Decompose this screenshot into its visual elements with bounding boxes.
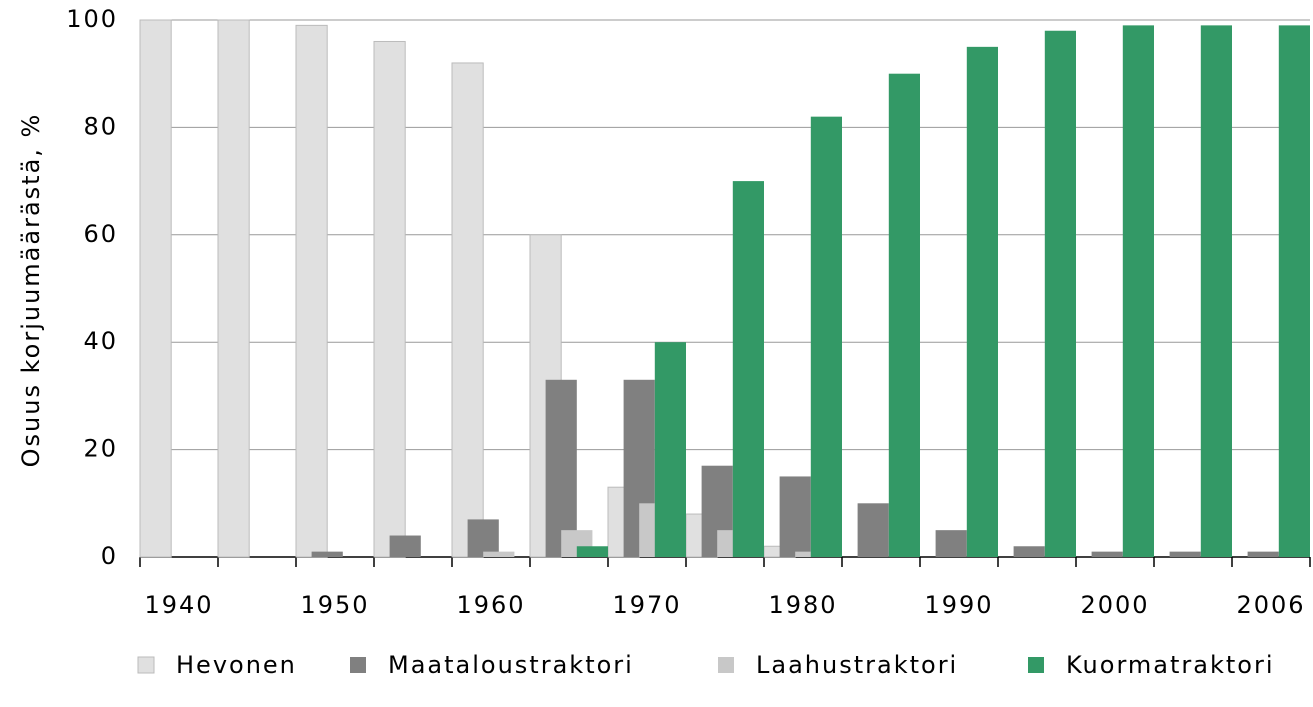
bar: [1201, 25, 1232, 557]
legend-label: Maataloustraktori: [388, 651, 634, 679]
bar: [1123, 25, 1154, 557]
bar: [936, 530, 967, 557]
bar: [1092, 552, 1123, 557]
chart: Osuus korjuumäärästä, % 0 20 40 60 80 100 1940…: [0, 0, 1313, 707]
bar: [1279, 25, 1310, 557]
bar: [468, 519, 499, 557]
bar: [1170, 552, 1201, 557]
bar: [733, 181, 764, 557]
x-tick-label: 2000: [1080, 591, 1149, 619]
y-tick-label: 100: [66, 5, 118, 33]
bar: [483, 552, 514, 557]
page: {"chart_data": {"type": "bar", "y_label"…: [0, 0, 1313, 707]
x-tick-label: 2006: [1236, 591, 1305, 619]
bar: [374, 41, 405, 557]
bar: [655, 342, 686, 557]
legend-swatch: [718, 657, 734, 673]
x-tick-label: 1960: [456, 591, 525, 619]
y-tick-label: 20: [83, 435, 118, 463]
bar: [967, 47, 998, 557]
legend-swatch: [350, 657, 366, 673]
bar: [140, 20, 171, 557]
bar: [312, 552, 343, 557]
y-tick-label: 40: [83, 327, 118, 355]
legend-swatch: [138, 657, 154, 673]
y-tick-label: 80: [83, 112, 118, 140]
bar: [858, 503, 889, 557]
x-tick-label: 1970: [612, 591, 681, 619]
bar: [1014, 546, 1045, 557]
legend-label: Laahustraktori: [756, 651, 958, 679]
legend-swatch: [1028, 657, 1044, 673]
x-tick-label: 1980: [768, 591, 837, 619]
bar: [889, 74, 920, 557]
bar: [1045, 31, 1076, 557]
bar: [1248, 552, 1279, 557]
bar: [296, 25, 327, 557]
bar: [577, 546, 608, 557]
bar: [811, 117, 842, 557]
bar: [218, 20, 249, 557]
legend-label: Kuormatraktori: [1066, 651, 1274, 679]
x-tick-label: 1950: [300, 591, 369, 619]
x-tick-label: 1990: [924, 591, 993, 619]
y-axis-label: Osuus korjuumäärästä, %: [17, 113, 45, 468]
bar: [452, 63, 483, 557]
bar: [390, 536, 421, 557]
y-tick-label: 0: [101, 542, 118, 570]
bar: [780, 476, 811, 557]
x-tick-label: 1940: [144, 591, 213, 619]
y-tick-label: 60: [83, 220, 118, 248]
legend-label: Hevonen: [176, 651, 297, 679]
